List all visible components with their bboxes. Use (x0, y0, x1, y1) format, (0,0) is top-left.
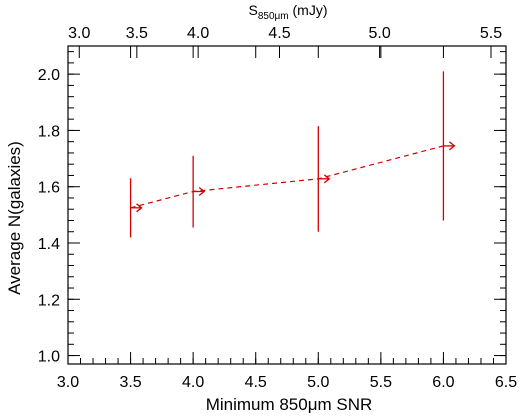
x-tick-label: 3.0 (57, 374, 79, 391)
top-x-axis-title-unit: (mJy) (293, 2, 328, 18)
x-tick-label: 5.5 (370, 374, 392, 391)
top-x-tick-label: 4.0 (187, 25, 209, 42)
top-x-axis-title-main: S (248, 2, 257, 18)
x-tick-label: 4.5 (245, 374, 267, 391)
plot-frame (67, 45, 507, 365)
y-tick-label: 1.6 (38, 180, 60, 197)
data-point-arrow (193, 186, 206, 196)
y-tick-label: 1.0 (38, 349, 60, 366)
top-x-axis-title: S850μm (mJy) (248, 2, 327, 22)
data-point-arrow (443, 141, 456, 151)
y-axis-title: Average N(galaxies) (5, 141, 24, 295)
tick-labels: 3.0 3.5 4.0 4.5 5.0 5.5 6.0 6.5 1.0 1.2 1.4 1.6 1.8 2… (38, 25, 517, 391)
axes-frame (67, 45, 507, 365)
axis-ticks (67, 46, 507, 364)
y-tick-label: 2.0 (38, 67, 60, 84)
y-tick-label: 1.2 (38, 292, 60, 309)
data-series (129, 71, 456, 238)
top-x-tick-label: 5.5 (480, 25, 502, 42)
data-point-arrow (318, 174, 331, 184)
x-tick-label: 5.0 (307, 374, 329, 391)
y-tick-label: 1.4 (38, 236, 60, 253)
x-tick-label: 3.5 (119, 374, 141, 391)
x-tick-label: 4.0 (182, 374, 204, 391)
data-point-arrow (130, 203, 143, 213)
top-x-tick-label: 3.0 (68, 25, 90, 42)
series-line (130, 145, 444, 209)
top-x-tick-label: 3.5 (126, 25, 148, 42)
x-tick-label: 6.0 (432, 374, 454, 391)
x-tick-label: 6.5 (495, 374, 517, 391)
top-x-tick-label: 4.5 (268, 25, 290, 42)
top-x-axis-title-subscript: 850μm (258, 11, 289, 22)
x-axis-title: Minimum 850μm SNR (206, 395, 373, 414)
y-tick-label: 1.8 (38, 123, 60, 140)
top-x-tick-label: 5.0 (368, 25, 390, 42)
